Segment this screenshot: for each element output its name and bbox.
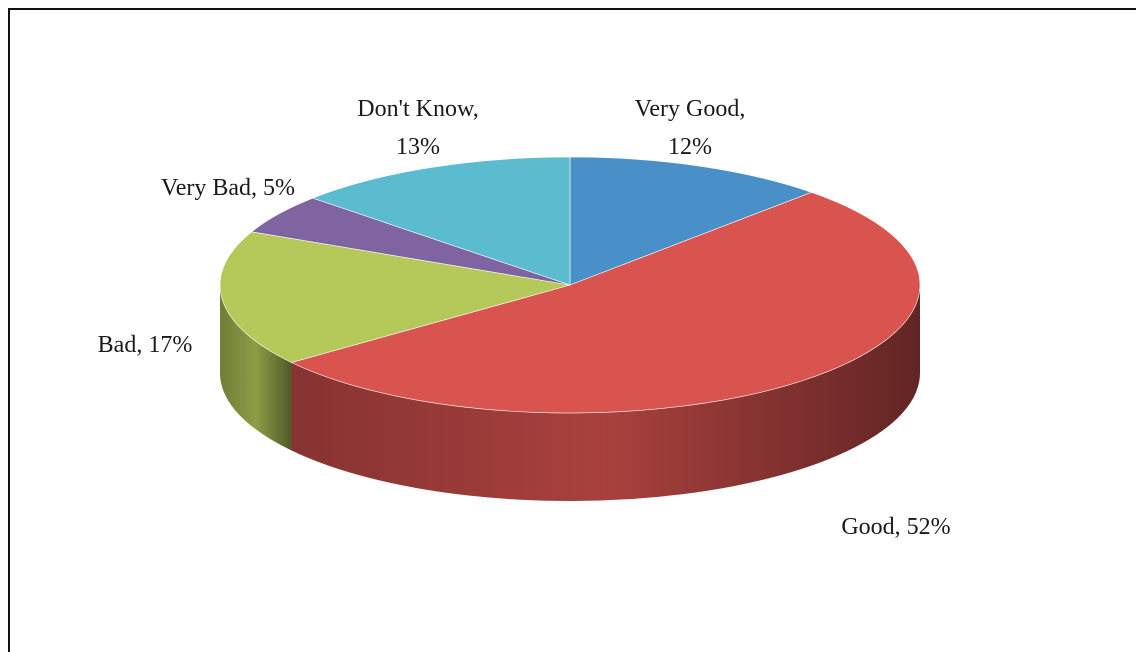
pie-side-good (291, 285, 920, 501)
slice-label-don-t-know: Don't Know, 13% (357, 96, 478, 160)
pie-slice-good (290, 192, 921, 414)
pie-side-bad (220, 285, 292, 451)
pie-slice-very-good (569, 156, 813, 286)
slice-label-very-good: Very Good, 12% (635, 96, 746, 160)
pie-slice-don-t-know (312, 156, 571, 286)
slice-label-bad: Bad, 17% (98, 332, 193, 358)
pie-slice-bad (219, 231, 571, 363)
pie-sides (220, 285, 920, 501)
slice-label-good: Good, 52% (841, 514, 950, 540)
pie-tops (219, 156, 921, 414)
pie-labels: Very Good, 12% Good, 52% Bad, 17% Very Bad, … (98, 96, 951, 540)
slice-label-very-bad: Very Bad, 5% (161, 175, 295, 201)
